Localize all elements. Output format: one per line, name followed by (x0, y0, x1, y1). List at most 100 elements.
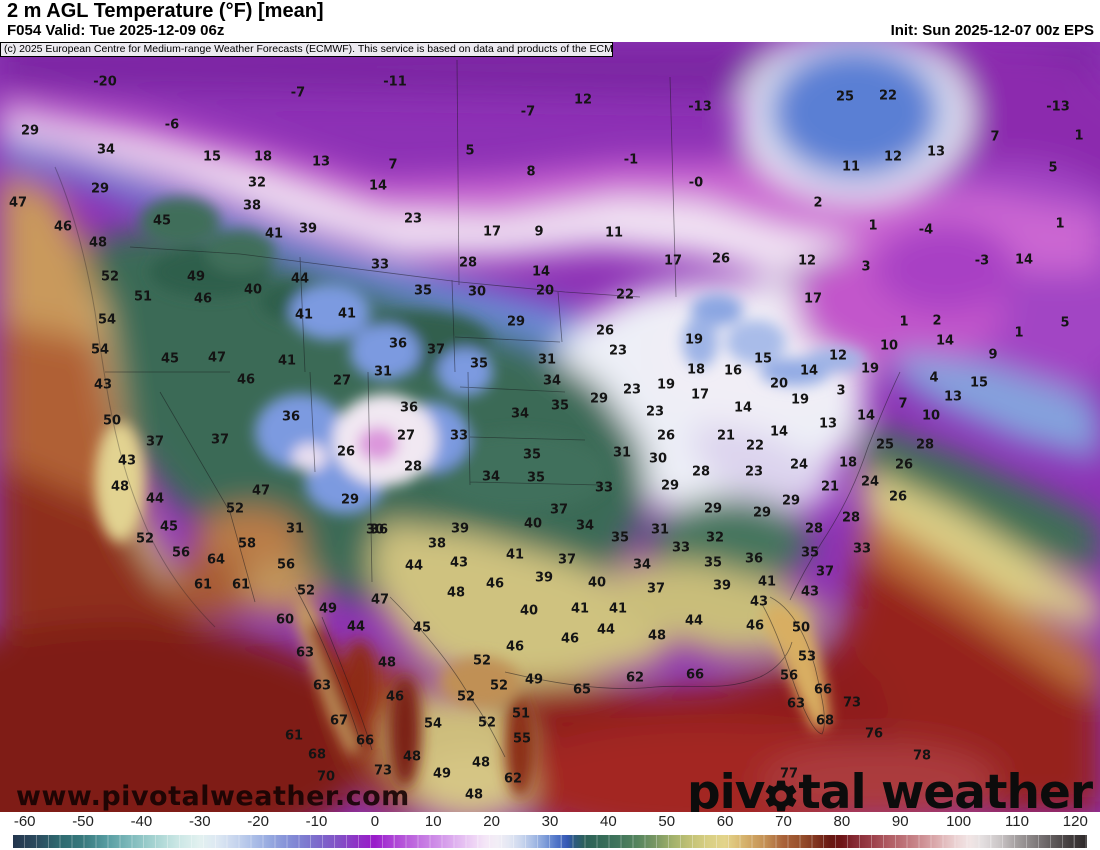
temp-label: 41 (505, 547, 525, 563)
temperature-field (0, 42, 1100, 812)
temp-label: -4 (918, 222, 934, 238)
temp-label: 47 (8, 195, 28, 211)
colorbar-tick: 70 (775, 813, 792, 830)
temp-label: 35 (522, 447, 542, 463)
temp-label: 48 (110, 479, 130, 495)
temp-label: 44 (145, 491, 165, 507)
temp-label: 77 (779, 766, 799, 782)
temp-label: 34 (632, 557, 652, 573)
temp-label: 36 (388, 336, 408, 352)
page-title: 2 m AGL Temperature (°F) [mean] (7, 0, 324, 22)
temp-label: 56 (171, 545, 191, 561)
temp-label: 3 (836, 383, 846, 399)
temp-label: 41 (757, 574, 777, 590)
temp-label: 13 (818, 416, 838, 432)
temp-label: 66 (813, 682, 833, 698)
temp-label: 31 (612, 445, 632, 461)
temp-label: 35 (413, 283, 433, 299)
temp-label: 33 (852, 541, 872, 557)
temp-label: 54 (90, 342, 110, 358)
temp-label: 68 (307, 747, 327, 763)
colorbar-tick: 10 (424, 813, 442, 830)
temp-label: 47 (251, 483, 271, 499)
temp-label: 52 (472, 653, 492, 669)
colorbar-tick: -50 (72, 813, 94, 830)
temp-label: 29 (703, 501, 723, 517)
temp-label: 36 (281, 409, 301, 425)
temp-label: 52 (456, 689, 476, 705)
colorbar-tick: -10 (305, 813, 328, 830)
temp-label: 7 (990, 129, 1000, 145)
temp-label: 31 (285, 521, 305, 537)
temp-label: 54 (97, 312, 117, 328)
temp-label: 26 (894, 457, 914, 473)
map-canvas[interactable]: (c) 2025 European Centre for Medium-rang… (0, 42, 1100, 812)
temp-label: 17 (663, 253, 683, 269)
temp-label: 19 (684, 332, 704, 348)
temp-label: 52 (477, 715, 497, 731)
temp-label: 35 (610, 530, 630, 546)
temp-label: 29 (340, 492, 360, 508)
temp-label: -7 (520, 104, 536, 120)
temp-label: 27 (396, 428, 416, 444)
temp-label: 46 (560, 631, 580, 647)
temp-label: 78 (912, 748, 932, 764)
logo-text-right: tal weather (798, 765, 1093, 812)
colorbar-tick: -40 (130, 813, 153, 830)
copyright-bar: (c) 2025 European Centre for Medium-rang… (0, 42, 613, 57)
temp-label: 60 (275, 612, 295, 628)
colorbar-tick: -60 (13, 813, 36, 830)
temp-label: 30 (467, 284, 487, 300)
temp-label: 16 (723, 363, 743, 379)
temp-label: 11 (604, 225, 624, 241)
temp-label: 30 (648, 451, 668, 467)
temp-label: 25 (875, 437, 895, 453)
temp-label: 37 (145, 434, 165, 450)
temp-label: 28 (403, 459, 423, 475)
temp-label: 17 (482, 224, 502, 240)
temp-label: 32 (247, 175, 267, 191)
temp-label: 56 (779, 668, 799, 684)
temp-label: 33 (594, 480, 614, 496)
temp-label: 29 (589, 391, 609, 407)
temp-label: 48 (402, 749, 422, 765)
valid-time: F054 Valid: Tue 2025-12-09 06z (7, 22, 225, 39)
temp-label: 47 (370, 592, 390, 608)
temp-label: 48 (464, 787, 484, 803)
temp-label: 18 (253, 149, 273, 165)
temp-label: 1 (1074, 128, 1084, 144)
temp-label: 44 (404, 558, 424, 574)
temp-label: 61 (231, 577, 251, 593)
temp-label: 1 (1055, 216, 1065, 232)
colorbar-tick: -30 (188, 813, 211, 830)
temp-label: 23 (403, 211, 423, 227)
temp-label: 40 (243, 282, 263, 298)
pivotal-logo: piv tal weather (687, 765, 1093, 812)
temp-label: 35 (469, 356, 489, 372)
temp-label: 14 (799, 363, 819, 379)
temp-label: 64 (206, 552, 226, 568)
colorbar-tick: 100 (946, 813, 972, 830)
temp-label: 44 (346, 619, 366, 635)
temp-label: 4 (929, 370, 939, 386)
temp-label: 48 (647, 628, 667, 644)
temp-label: 26 (711, 251, 731, 267)
temp-label: 37 (557, 552, 577, 568)
temp-label: 34 (575, 518, 595, 534)
temp-label: 46 (505, 639, 525, 655)
header: 2 m AGL Temperature (°F) [mean] F054 Val… (0, 0, 1100, 42)
temp-label: -11 (383, 74, 407, 90)
temp-label: 49 (318, 601, 338, 617)
temp-label: 2 (932, 313, 942, 329)
temp-label: 28 (915, 437, 935, 453)
temp-label: 46 (236, 372, 256, 388)
temp-label: 41 (294, 307, 314, 323)
temp-label: 35 (526, 470, 546, 486)
temp-label: 1 (868, 218, 878, 234)
temp-label: 36 (399, 400, 419, 416)
temp-label: 37 (426, 342, 446, 358)
temp-label: 29 (660, 478, 680, 494)
temp-label: 41 (570, 601, 590, 617)
temp-label: 46 (385, 689, 405, 705)
